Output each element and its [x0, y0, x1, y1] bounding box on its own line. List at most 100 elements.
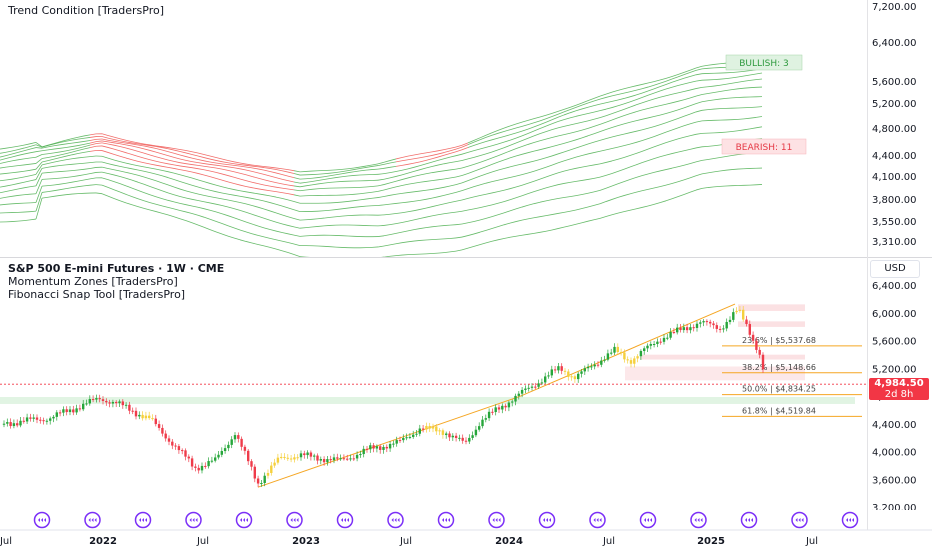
event-markers[interactable] [33, 511, 859, 529]
ribbon-segment [71, 153, 79, 156]
ribbon-segment [575, 114, 583, 117]
ribbon-segment [497, 168, 505, 171]
ribbon-segment [575, 208, 583, 211]
ribbon-segment [341, 175, 349, 178]
trend-condition-pane[interactable]: 7,200.006,400.005,600.005,200.004,800.00… [0, 0, 932, 258]
ribbon-segment [59, 182, 67, 185]
candle-body [289, 458, 293, 460]
event-marker-icon[interactable] [437, 511, 455, 529]
ribbon-segment [677, 83, 685, 86]
ribbon-segment [689, 67, 697, 71]
ribbon-segment [179, 165, 187, 168]
event-marker-icon[interactable] [538, 511, 556, 529]
event-marker-icon[interactable] [185, 511, 202, 529]
event-marker-icon[interactable] [639, 511, 657, 529]
price-axis-border [867, 0, 868, 530]
ribbon-segment [155, 146, 163, 148]
ribbon-segment [149, 144, 157, 147]
ribbon-segment [467, 208, 475, 211]
ribbon-segment [269, 202, 277, 205]
ribbon-segment [287, 233, 295, 236]
event-marker-icon[interactable] [387, 511, 404, 529]
event-marker-icon[interactable] [336, 511, 354, 529]
event-marker-icon[interactable] [33, 511, 51, 529]
ribbon-segment [725, 77, 733, 79]
ribbon-segment [359, 192, 367, 195]
ribbon-segment [647, 92, 655, 96]
ribbon-segment [281, 183, 289, 186]
currency-button[interactable]: USD [870, 260, 920, 278]
lower-price-axis[interactable]: 6,400.006,000.005,600.005,200.004,800.00… [0, 281, 917, 510]
ribbon-segment [659, 200, 667, 204]
ribbon-segment [125, 167, 133, 170]
fibonacci-tool-label[interactable]: Fibonacci Snap Tool [TradersPro] [8, 288, 186, 301]
upper-price-axis[interactable]: 7,200.006,400.005,600.005,200.004,800.00… [872, 2, 917, 248]
pane-divider[interactable] [0, 257, 932, 258]
symbol-title[interactable]: S&P 500 E-mini Futures · 1W · CME [8, 262, 225, 275]
ribbon-segment [113, 181, 121, 185]
ribbon-segment [167, 163, 175, 166]
ribbon-segment [521, 124, 529, 127]
candle-body [91, 399, 95, 401]
ribbon-segment [401, 220, 409, 223]
price-pane-legend[interactable]: S&P 500 E-mini Futures · 1W · CME Moment… [8, 262, 224, 301]
ribbon-segment [647, 84, 655, 88]
event-marker-icon[interactable] [286, 511, 303, 529]
ribbon-segment [173, 172, 181, 176]
ribbon-segment [275, 239, 283, 242]
event-marker-icon[interactable] [84, 511, 101, 529]
upper-axis-tick: 4,400.00 [872, 151, 917, 162]
event-marker-icon[interactable] [690, 511, 707, 529]
ribbon-segment [83, 168, 91, 170]
ribbon-segment [461, 247, 469, 251]
ribbon-segment [635, 118, 643, 122]
ribbon-segment [677, 164, 685, 168]
ribbon-segment [563, 112, 571, 116]
momentum-zone [640, 354, 805, 360]
ribbon-segment [17, 170, 25, 173]
event-marker-icon[interactable] [841, 511, 859, 529]
candle-body [722, 328, 725, 330]
ribbon-segment [587, 105, 595, 108]
ribbon-segment [533, 133, 541, 137]
ribbon-segment [131, 159, 139, 162]
ribbon-segment [47, 143, 55, 146]
ribbon-segment [293, 243, 301, 247]
ribbon-segment [197, 200, 205, 203]
ribbon-segment [35, 164, 43, 175]
ribbon-segment [659, 77, 667, 81]
event-marker-icon[interactable] [134, 511, 152, 529]
momentum-zones-label[interactable]: Momentum Zones [TradersPro] [8, 275, 178, 288]
trend-condition-legend[interactable]: Trend Condition [TradersPro] [8, 4, 164, 17]
event-marker-icon[interactable] [488, 511, 505, 529]
event-marker-icon[interactable] [235, 511, 253, 529]
ribbon-segment [143, 170, 151, 174]
ribbon-segment [41, 153, 49, 155]
ribbon-segment [293, 181, 301, 184]
ribbon-segment [269, 247, 277, 250]
candle-body [220, 451, 223, 455]
time-axis-area[interactable]: Jul 2022 Jul 2023 Jul 2024 Jul 2025 Jul [0, 510, 932, 550]
ribbon-segment [611, 105, 619, 108]
ribbon-segment [263, 184, 271, 187]
ribbon-segment [41, 191, 49, 193]
candle-body [144, 415, 148, 419]
ribbon-segment [587, 219, 595, 222]
event-marker-icon[interactable] [791, 511, 808, 529]
ribbon-segment [575, 145, 583, 149]
ribbon-segment [125, 202, 133, 206]
ribbon-segment [287, 180, 295, 183]
ribbon-segment [131, 141, 139, 144]
event-marker-icon[interactable] [740, 511, 758, 529]
time-axis[interactable]: Jul 2022 Jul 2023 Jul 2024 Jul 2025 Jul [0, 536, 818, 547]
ribbon-segment [185, 159, 193, 162]
ribbon-segment [479, 242, 487, 246]
ribbon-segment [53, 144, 61, 147]
event-marker-icon[interactable] [589, 511, 606, 529]
candle-body [511, 401, 514, 403]
ribbon-segment [611, 135, 619, 138]
ribbon-segment [119, 138, 127, 141]
ribbon-segment [605, 185, 613, 189]
ribbon-segment [605, 107, 613, 110]
